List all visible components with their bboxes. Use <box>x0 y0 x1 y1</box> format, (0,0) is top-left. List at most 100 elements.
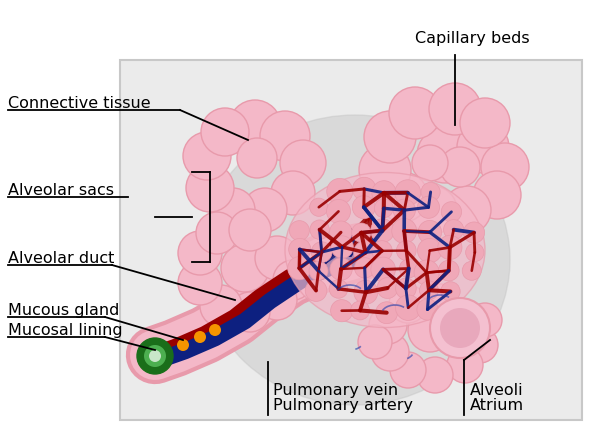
Circle shape <box>330 258 352 280</box>
Circle shape <box>350 301 370 320</box>
Circle shape <box>221 244 269 292</box>
Circle shape <box>353 241 377 264</box>
Circle shape <box>137 338 173 374</box>
Circle shape <box>438 235 462 259</box>
Circle shape <box>468 303 502 337</box>
Circle shape <box>364 111 416 163</box>
Circle shape <box>183 132 231 180</box>
Circle shape <box>389 87 441 139</box>
Circle shape <box>395 295 421 320</box>
Circle shape <box>211 188 255 232</box>
Circle shape <box>289 238 311 260</box>
Text: Capillary beds: Capillary beds <box>415 30 530 46</box>
Text: Mucous gland: Mucous gland <box>8 302 119 318</box>
Circle shape <box>390 352 426 388</box>
Circle shape <box>440 282 460 301</box>
Circle shape <box>229 100 281 152</box>
Circle shape <box>352 196 375 219</box>
Circle shape <box>230 292 270 332</box>
Circle shape <box>149 350 161 362</box>
Circle shape <box>419 281 439 300</box>
Circle shape <box>273 260 313 300</box>
Circle shape <box>377 278 398 298</box>
Circle shape <box>209 324 221 336</box>
Circle shape <box>443 220 464 240</box>
Circle shape <box>460 98 510 148</box>
Circle shape <box>178 261 222 305</box>
Circle shape <box>358 325 392 359</box>
Circle shape <box>354 280 378 304</box>
Circle shape <box>417 299 438 320</box>
Ellipse shape <box>200 115 510 405</box>
Circle shape <box>441 202 461 222</box>
Circle shape <box>371 257 395 282</box>
Circle shape <box>418 220 442 244</box>
Circle shape <box>353 177 376 201</box>
Circle shape <box>463 222 485 243</box>
Circle shape <box>421 182 440 202</box>
Circle shape <box>305 280 327 302</box>
Circle shape <box>447 347 483 383</box>
Circle shape <box>466 243 484 262</box>
Circle shape <box>417 127 473 183</box>
Circle shape <box>374 199 393 218</box>
Circle shape <box>440 147 480 187</box>
Text: Mucosal lining: Mucosal lining <box>8 323 122 337</box>
Text: Connective tissue: Connective tissue <box>8 95 151 111</box>
Circle shape <box>309 261 328 280</box>
Bar <box>120 60 582 420</box>
Circle shape <box>257 280 297 320</box>
Circle shape <box>329 280 348 298</box>
Circle shape <box>289 221 310 241</box>
Circle shape <box>422 284 458 320</box>
Text: Atrium: Atrium <box>470 397 524 413</box>
Circle shape <box>371 219 394 242</box>
Circle shape <box>178 231 222 275</box>
Circle shape <box>418 196 440 218</box>
Circle shape <box>371 333 409 371</box>
Circle shape <box>229 209 271 251</box>
Text: Pulmonary vein: Pulmonary vein <box>273 383 398 397</box>
Circle shape <box>481 143 529 191</box>
Circle shape <box>329 221 352 244</box>
Circle shape <box>186 164 234 212</box>
Circle shape <box>255 236 299 280</box>
Circle shape <box>378 172 428 222</box>
Circle shape <box>439 260 459 281</box>
Circle shape <box>473 171 521 219</box>
Circle shape <box>237 138 277 178</box>
Circle shape <box>409 186 457 234</box>
Text: Alveoli: Alveoli <box>470 383 524 397</box>
Circle shape <box>260 111 310 161</box>
Ellipse shape <box>285 172 485 327</box>
Circle shape <box>443 186 491 234</box>
Circle shape <box>271 171 315 215</box>
Circle shape <box>331 300 353 322</box>
Circle shape <box>395 278 416 299</box>
Circle shape <box>310 220 329 239</box>
Circle shape <box>331 236 353 258</box>
Circle shape <box>369 306 407 344</box>
Circle shape <box>462 261 481 280</box>
Circle shape <box>440 308 480 348</box>
Circle shape <box>200 285 242 327</box>
Circle shape <box>389 285 427 323</box>
Circle shape <box>429 83 481 135</box>
Circle shape <box>414 260 439 285</box>
Circle shape <box>201 108 249 156</box>
Circle shape <box>327 178 353 204</box>
Circle shape <box>395 180 421 206</box>
Circle shape <box>310 198 328 216</box>
Circle shape <box>392 219 416 243</box>
Circle shape <box>144 345 166 367</box>
Circle shape <box>326 199 350 224</box>
Text: Alveolar sacs: Alveolar sacs <box>8 182 114 198</box>
Circle shape <box>280 140 326 186</box>
Circle shape <box>430 298 490 358</box>
Text: Alveolar duct: Alveolar duct <box>8 250 115 266</box>
Circle shape <box>418 238 442 263</box>
Circle shape <box>355 258 375 278</box>
Text: Pulmonary artery: Pulmonary artery <box>273 397 413 413</box>
Circle shape <box>397 241 416 260</box>
Circle shape <box>177 339 189 351</box>
